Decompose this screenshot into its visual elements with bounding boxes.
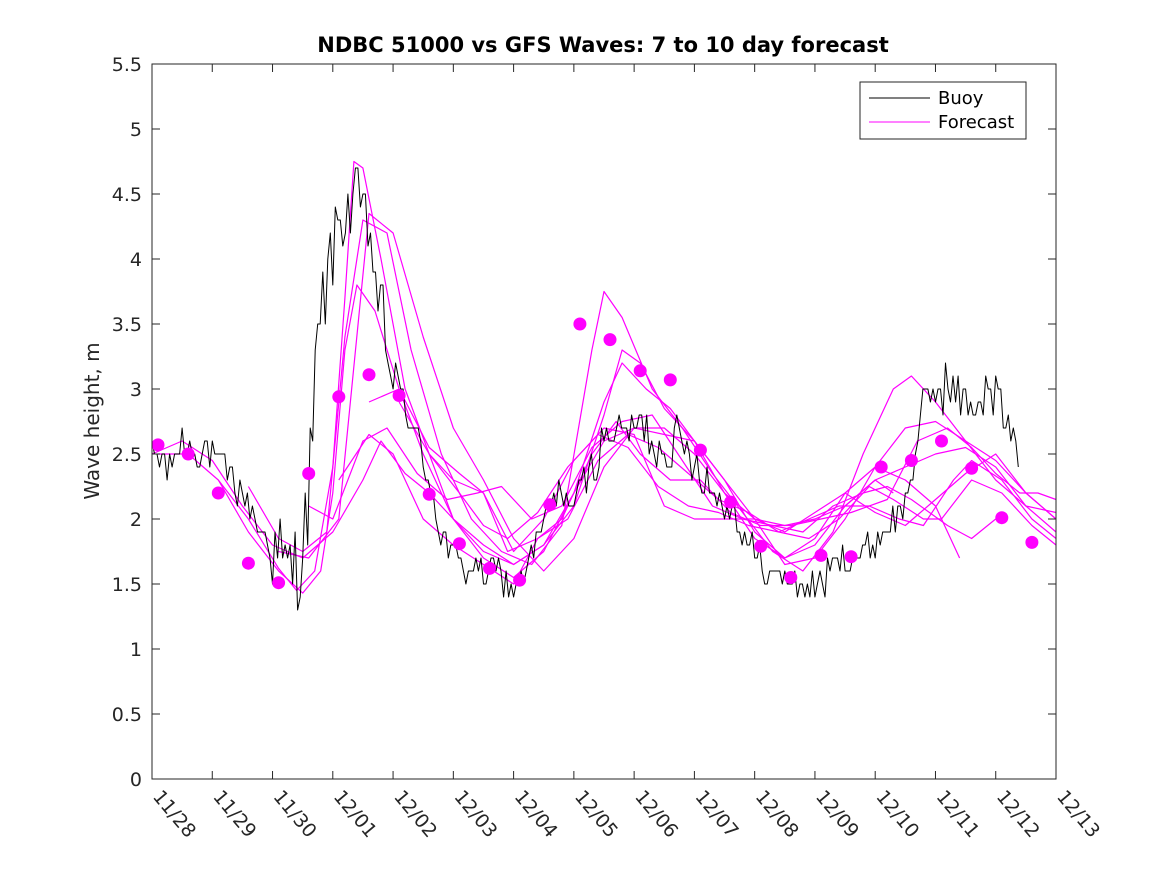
y-axis-ticks: 0 0.5 1 1.5 2 2.5 3 3.5 4 4.5 5 5.5	[112, 54, 1056, 791]
forecast-line-7	[338, 420, 1057, 585]
forecast-marker	[302, 467, 316, 480]
forecast-line-6	[308, 414, 997, 540]
y-tick-label: 2.5	[112, 444, 142, 466]
forecast-marker	[935, 434, 948, 448]
axes	[151, 63, 1057, 780]
y-tick-label: 4.5	[112, 184, 142, 206]
forecast-marker	[1025, 535, 1039, 549]
forecast-marker	[181, 447, 195, 461]
forecast-marker	[995, 511, 1009, 525]
forecast-line-5	[278, 212, 961, 572]
forecast-line-10	[428, 427, 1057, 553]
forecast-line-4	[247, 219, 1057, 572]
forecast-marker	[543, 498, 557, 512]
forecast-markers	[151, 317, 1039, 590]
forecast-marker	[965, 461, 979, 475]
forecast-marker	[332, 390, 346, 404]
forecast-marker	[603, 333, 617, 347]
buoy-series	[151, 167, 1019, 611]
forecast-marker	[241, 556, 255, 570]
plot-area	[152, 64, 1056, 779]
forecast-marker	[844, 550, 858, 564]
legend-box	[859, 81, 1027, 140]
legend-forecast-label: Forecast	[938, 112, 1014, 133]
forecast-marker	[362, 368, 376, 382]
forecast-marker	[874, 460, 888, 474]
chart-title: NDBC 51000 vs GFS Waves: 7 to 10 day for…	[317, 33, 888, 57]
forecast-marker	[633, 364, 647, 378]
y-tick-label: 5.5	[112, 54, 142, 76]
y-tick-label: 4	[130, 249, 142, 271]
forecast-marker	[814, 548, 828, 562]
y-tick-label: 0	[130, 769, 142, 791]
legend: Buoy Forecast	[859, 81, 1027, 140]
y-tick-label: 3	[130, 379, 142, 401]
forecast-marker	[724, 495, 738, 509]
y-tick-label: 1.5	[112, 574, 142, 596]
forecast-marker	[754, 539, 768, 553]
forecast-marker	[422, 487, 436, 501]
forecast-marker	[392, 389, 406, 402]
y-axis-label: Wave height, m	[80, 342, 104, 499]
forecast-marker	[663, 373, 677, 387]
forecast-marker	[483, 561, 496, 575]
axes-box	[151, 63, 1057, 780]
y-tick-label: 3.5	[112, 314, 142, 336]
forecast-marker	[151, 438, 165, 452]
forecast-marker	[693, 443, 707, 457]
forecast-marker	[784, 571, 798, 584]
forecast-marker	[513, 573, 527, 587]
forecast-marker	[573, 317, 587, 331]
forecast-marker	[211, 486, 225, 500]
forecast-line-2	[158, 284, 894, 594]
legend-buoy-label: Buoy	[938, 88, 984, 109]
forecast-marker	[452, 537, 466, 551]
y-tick-label: 1	[130, 639, 142, 661]
y-tick-label: 2	[130, 509, 142, 531]
buoy-line	[151, 167, 1019, 611]
y-tick-label: 5	[130, 119, 142, 141]
forecast-lines	[151, 160, 1057, 594]
plot-background	[152, 64, 1056, 779]
forecast-marker	[904, 454, 918, 467]
y-tick-label: 0.5	[112, 704, 142, 726]
forecast-marker	[272, 576, 286, 590]
